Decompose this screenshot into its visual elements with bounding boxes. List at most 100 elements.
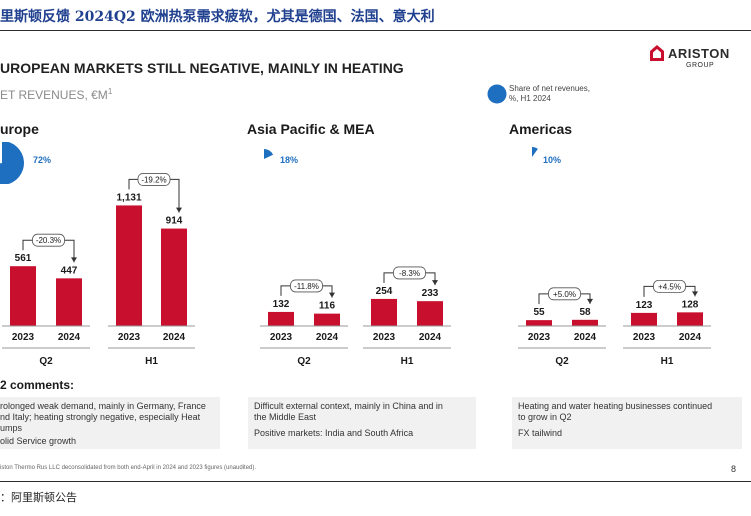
comment-europe: rolonged weak demand, mainly in Germany,… xyxy=(0,401,214,447)
pie-legend-icon xyxy=(487,84,507,104)
region-title-americas: Americas xyxy=(509,121,573,137)
bar-value-label: 233 xyxy=(422,288,439,299)
comment-line: umps xyxy=(0,423,23,433)
bar-2023-H1 xyxy=(631,312,657,326)
comments-title: 2 comments: xyxy=(0,378,75,392)
bar-2024-Q2 xyxy=(314,313,340,326)
logo-wordmark: ARISTON xyxy=(668,46,730,61)
change-label: -20.3% xyxy=(36,236,61,245)
comment-box-europe: rolonged weak demand, mainly in Germany,… xyxy=(0,397,220,449)
bar-value-label: 914 xyxy=(166,216,183,227)
footnote: iston Thermo Rus LLC deconsolidated from… xyxy=(0,465,257,471)
x-tick-label: 2024 xyxy=(58,332,81,343)
pie-slice-europe xyxy=(0,142,24,184)
bar-2024-H1 xyxy=(417,301,443,326)
change-label: -11.8% xyxy=(294,282,319,291)
change-arrow-icon xyxy=(71,257,77,263)
slide-title: UROPEAN MARKETS STILL NEGATIVE, MAINLY I… xyxy=(0,60,404,76)
share-pct-europe: 72% xyxy=(33,155,52,165)
subtitle-text: ET REVENUES, €M xyxy=(0,88,108,102)
share-pct-americas: 10% xyxy=(543,155,562,165)
bar-value-label: 561 xyxy=(15,253,32,264)
logo-group-text: GROUP xyxy=(686,62,715,69)
x-tick-label: 2024 xyxy=(679,332,702,343)
x-tick-label: 2023 xyxy=(528,332,551,343)
comment-line: FX tailwind xyxy=(518,428,563,438)
bar-2023-H1 xyxy=(371,298,397,326)
change-arrow-icon xyxy=(329,292,335,298)
share-pct-apac: 18% xyxy=(280,155,299,165)
x-tick-label: 2023 xyxy=(12,332,35,343)
legend-line-1: Share of net revenues, xyxy=(509,84,590,93)
comment-line: Heating and water heating businesses con… xyxy=(518,401,713,411)
document-title: 里斯顿反馈 2024Q2 欧洲热泵需求疲软，尤其是德国、法国、意大利 xyxy=(0,9,435,25)
bar-2024-Q2 xyxy=(56,278,82,326)
group-label: Q2 xyxy=(555,356,569,367)
change-label: -8.3% xyxy=(399,269,420,278)
bar-2024-H1 xyxy=(161,228,187,326)
share-pie-americas xyxy=(532,147,538,157)
x-tick-label: 2023 xyxy=(633,332,656,343)
source-divider xyxy=(0,481,751,482)
share-pie-europe xyxy=(0,142,24,184)
comment-line: Positive markets: India and South Africa xyxy=(254,428,414,438)
slide-subtitle: ET REVENUES, €M1 xyxy=(0,87,112,102)
source-text: ：阿里斯顿公告 xyxy=(0,491,77,504)
bar-2024-H1 xyxy=(677,312,703,326)
comment-line: nd Italy; heating strongly negative, esp… xyxy=(0,412,201,422)
share-pie-apac xyxy=(264,149,274,159)
change-arrow-icon xyxy=(432,280,438,286)
legend-text: Share of net revenues, %, H1 2024 xyxy=(509,84,619,104)
x-tick-label: 2024 xyxy=(574,332,597,343)
region-title-apac: Asia Pacific & MEA xyxy=(247,121,375,137)
comment-americas: Heating and water heating businesses con… xyxy=(518,401,736,439)
document-header: 里斯顿反馈 2024Q2 欧洲热泵需求疲软，尤其是德国、法国、意大利 xyxy=(0,0,751,31)
bar-value-label: 254 xyxy=(376,286,393,297)
subtitle-footnote-mark: 1 xyxy=(107,87,113,96)
comment-apac: Difficult external context, mainly in Ch… xyxy=(254,401,470,439)
group-label: H1 xyxy=(661,356,674,367)
bar-2023-Q2 xyxy=(10,266,36,326)
bar-value-label: 123 xyxy=(636,300,653,311)
x-tick-label: 2023 xyxy=(270,332,293,343)
comment-line: rolonged weak demand, mainly in Germany,… xyxy=(0,401,206,411)
change-badge xyxy=(32,233,65,247)
x-tick-label: 2023 xyxy=(373,332,396,343)
group-label: H1 xyxy=(145,356,158,367)
change-label: +4.5% xyxy=(658,282,681,291)
bar-value-label: 58 xyxy=(579,307,591,318)
pie-slice-americas xyxy=(532,147,538,157)
bar-value-label: 128 xyxy=(682,299,699,310)
change-badge xyxy=(393,266,426,280)
ariston-logo: ARISTON GROUP xyxy=(646,44,746,74)
bar-2023-Q2 xyxy=(526,320,552,326)
bar-value-label: 132 xyxy=(273,299,290,310)
change-badge xyxy=(290,279,323,293)
x-tick-label: 2024 xyxy=(163,332,186,343)
change-badge xyxy=(137,173,171,186)
change-arrow-icon xyxy=(176,207,182,213)
group-label: H1 xyxy=(401,356,414,367)
bar-2023-H1 xyxy=(116,205,142,326)
comment-line: Difficult external context, mainly in Ch… xyxy=(254,401,443,411)
region-title-europe: urope xyxy=(0,121,39,137)
legend-line-2: %, H1 2024 xyxy=(509,94,551,103)
change-badge xyxy=(653,279,686,293)
change-label: +5.0% xyxy=(553,290,576,299)
x-tick-label: 2024 xyxy=(419,332,442,343)
bar-2023-Q2 xyxy=(268,311,294,326)
bar-value-label: 116 xyxy=(319,301,336,312)
change-arrow-icon xyxy=(587,298,593,304)
change-badge xyxy=(548,287,581,301)
group-label: Q2 xyxy=(297,356,311,367)
change-arrow-icon xyxy=(692,291,698,297)
x-tick-label: 2023 xyxy=(118,332,141,343)
comment-box-apac: Difficult external context, mainly in Ch… xyxy=(248,397,476,449)
page-number: 8 xyxy=(731,464,737,474)
house-icon xyxy=(650,45,664,61)
group-label: Q2 xyxy=(39,356,53,367)
bar-value-label: 55 xyxy=(533,307,545,318)
bar-value-label: 1,131 xyxy=(116,192,141,203)
bar-charts: 561 2023 447 2024 1,131 2023 914 2024 Q2 -20.3% H1… xyxy=(2,173,711,367)
comment-line: olid Service growth xyxy=(0,436,77,446)
